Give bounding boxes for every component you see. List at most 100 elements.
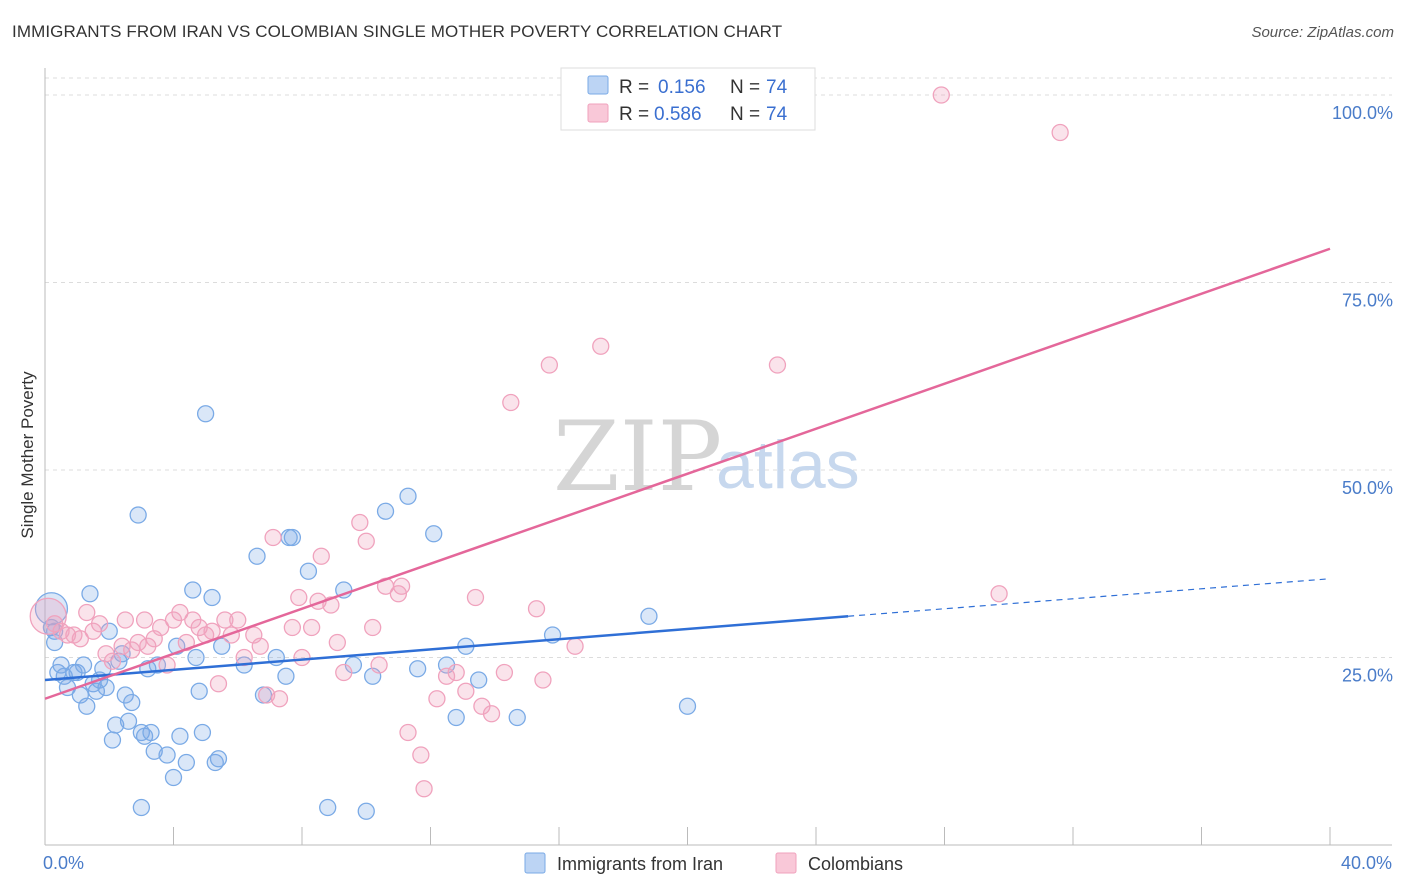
axes xyxy=(44,68,1392,846)
point-colombians-71 xyxy=(932,86,950,104)
point-iran-37 xyxy=(184,581,202,599)
point-iran-70 xyxy=(640,607,658,625)
x-tick-label-0: 0.0% xyxy=(43,853,84,873)
point-iran-29 xyxy=(142,723,160,742)
watermark-zip: ZIP xyxy=(553,401,722,513)
point-iran-61 xyxy=(399,487,417,505)
point-iran-33 xyxy=(164,768,183,787)
point-iran-41 xyxy=(196,405,215,423)
point-iran-53 xyxy=(280,528,298,547)
point-colombians-37 xyxy=(283,618,302,637)
legend-r-value-colombians: 0.586 xyxy=(654,104,702,125)
point-iran-24 xyxy=(123,693,141,712)
point-colombians-70 xyxy=(768,356,787,374)
point-colombians-26 xyxy=(203,622,221,640)
point-colombians-5 xyxy=(71,630,89,648)
point-colombians-57 xyxy=(437,667,456,685)
point-iran-60 xyxy=(376,502,395,520)
point-colombians-12 xyxy=(116,611,134,629)
point-colombians-31 xyxy=(235,648,253,667)
legend-r-value-iran: 0.156 xyxy=(658,77,706,98)
series-legend-swatch-colombians xyxy=(775,852,797,874)
point-iran-38 xyxy=(187,648,205,667)
point-colombians-8 xyxy=(90,615,109,633)
point-iran-18 xyxy=(103,731,122,749)
point-iran-54 xyxy=(299,562,318,580)
point-colombians-39 xyxy=(293,648,311,667)
point-iran-63 xyxy=(425,525,443,543)
point-colombians-35 xyxy=(264,528,282,547)
chart-source: Source: ZipAtlas.com xyxy=(1251,24,1394,41)
point-iran-32 xyxy=(158,746,176,764)
point-colombians-46 xyxy=(351,513,369,532)
point-iran-12 xyxy=(81,585,99,603)
y-tick-label-0: 25.0% xyxy=(1342,666,1393,686)
point-colombians-21 xyxy=(171,603,189,622)
point-colombians-44 xyxy=(328,633,346,652)
trendline-iran-extension xyxy=(848,578,1331,617)
legend-n-label-colombians: N = xyxy=(730,104,760,125)
point-colombians-10 xyxy=(103,652,122,670)
point-colombians-59 xyxy=(457,682,475,700)
point-colombians-60 xyxy=(466,588,485,607)
point-colombians-67 xyxy=(540,356,559,374)
point-colombians-15 xyxy=(135,611,154,629)
point-colombians-3 xyxy=(58,626,77,644)
y-tick-label-1: 50.0% xyxy=(1342,478,1393,498)
point-colombians-58 xyxy=(447,663,465,682)
y-axis-label: Single Mother Poverty xyxy=(18,371,37,539)
point-colombians-55 xyxy=(415,780,433,798)
point-colombians-66 xyxy=(534,671,552,689)
point-colombians-14 xyxy=(129,633,147,652)
point-iran-68 xyxy=(508,708,526,727)
point-colombians-62 xyxy=(482,705,501,723)
point-iran-40 xyxy=(193,723,212,742)
grid-lines xyxy=(45,77,1392,658)
correlation-legend: R = 0.156 N = 74 R = 0.586 N = 74 xyxy=(560,67,816,131)
point-colombians-63 xyxy=(495,663,514,682)
point-colombians-34 xyxy=(258,686,276,704)
point-colombians-30 xyxy=(229,611,247,629)
point-colombians-53 xyxy=(399,723,417,742)
point-colombians-45 xyxy=(335,663,353,682)
point-colombians-47 xyxy=(357,532,375,550)
point-iran-25 xyxy=(129,506,147,524)
point-colombians-6 xyxy=(78,603,96,622)
point-colombians-18 xyxy=(151,618,170,637)
point-colombians-54 xyxy=(412,746,430,764)
point-iran-10 xyxy=(74,656,93,674)
point-iran-46 xyxy=(132,798,151,817)
point-iran-11 xyxy=(78,697,96,715)
watermark: ZIP atlas xyxy=(553,401,860,513)
point-iran-48 xyxy=(248,547,266,565)
series-legend-swatch-iran xyxy=(524,852,546,874)
legend-swatch-colombians xyxy=(587,103,609,123)
legend-swatch-iran xyxy=(587,75,609,95)
legend-n-value-iran: 74 xyxy=(766,77,788,98)
point-colombians-48 xyxy=(364,618,382,637)
data-points xyxy=(29,86,1069,820)
point-iran-65 xyxy=(447,708,465,727)
point-colombians-65 xyxy=(527,600,546,618)
x-tick-labels: 0.0% 40.0% xyxy=(43,853,1392,873)
point-iran-45 xyxy=(213,637,231,655)
point-iran-44 xyxy=(209,750,228,768)
point-iran-42 xyxy=(203,588,221,607)
point-colombians-38 xyxy=(290,588,308,607)
point-colombians-69 xyxy=(592,337,610,355)
point-colombians-51 xyxy=(392,577,411,595)
point-iran-14 xyxy=(87,682,106,700)
y-tick-label-3: 100.0% xyxy=(1332,103,1393,123)
point-iran-4 xyxy=(52,656,70,674)
point-iran-55 xyxy=(319,798,337,817)
point-colombians-33 xyxy=(251,637,269,655)
point-colombians-52 xyxy=(370,656,388,674)
point-colombians-0 xyxy=(29,597,67,635)
y-tick-label-2: 75.0% xyxy=(1342,291,1393,311)
series-legend-label-iran: Immigrants from Iran xyxy=(557,854,723,874)
point-iran-51 xyxy=(277,667,295,685)
point-colombians-68 xyxy=(566,637,584,655)
point-iran-31 xyxy=(145,742,163,760)
point-colombians-36 xyxy=(270,690,289,708)
